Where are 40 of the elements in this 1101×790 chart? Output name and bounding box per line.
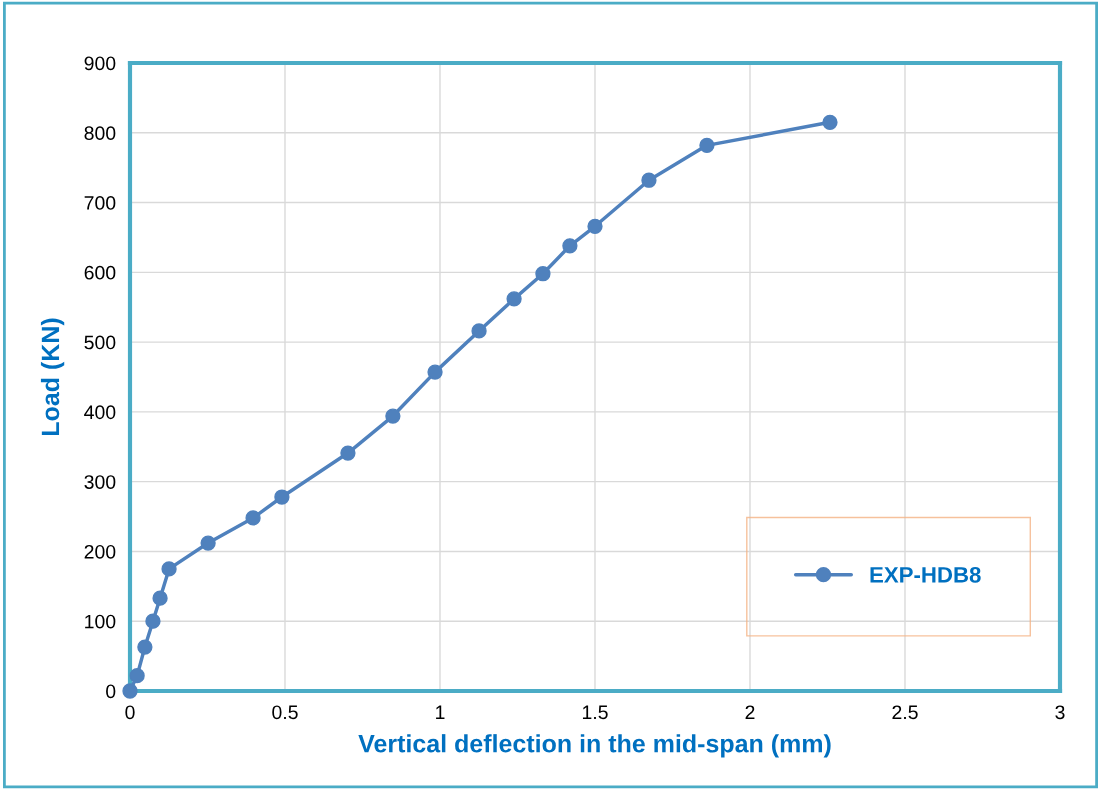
point xyxy=(562,238,578,254)
x-tick-label: 1 xyxy=(436,705,445,719)
point xyxy=(145,613,161,629)
y-tick-label: 900 xyxy=(84,56,116,71)
y-tick-label: 800 xyxy=(84,126,116,141)
point xyxy=(137,639,153,655)
y-tick-label: 400 xyxy=(84,405,116,420)
point xyxy=(340,445,356,461)
point xyxy=(200,535,216,551)
x-tick-label: 0 xyxy=(125,705,135,720)
x-tick-label: 2.5 xyxy=(892,705,918,720)
y-tick-label: 300 xyxy=(84,475,116,489)
point xyxy=(641,172,657,188)
point xyxy=(161,561,177,577)
x-tick-label: 2 xyxy=(745,705,755,719)
x-tick-label: 0.5 xyxy=(272,705,298,720)
point xyxy=(822,114,838,130)
point xyxy=(129,668,145,684)
y-axis-title: Load (KN) xyxy=(40,318,65,436)
x-tick-label: 3 xyxy=(1055,705,1065,720)
point xyxy=(471,323,487,339)
point xyxy=(274,489,290,505)
point xyxy=(385,408,401,424)
x-tick-label: 1.5 xyxy=(582,705,608,720)
x-axis-title: Vertical deflection in the mid-span (mm) xyxy=(358,734,831,758)
y-tick-label: 500 xyxy=(84,335,116,350)
point xyxy=(245,510,261,526)
y-tick-label: 200 xyxy=(84,544,116,559)
y-tick-label: 700 xyxy=(84,196,116,210)
point xyxy=(587,218,603,234)
point xyxy=(535,266,551,282)
point xyxy=(699,137,715,153)
point xyxy=(152,590,168,606)
point xyxy=(427,364,443,380)
y-tick-label: 0 xyxy=(106,684,116,699)
point xyxy=(506,291,522,307)
y-tick-label: 100 xyxy=(85,614,116,629)
legend-label: EXP-HDB8 xyxy=(870,566,981,583)
point xyxy=(122,683,138,699)
y-tick-label: 600 xyxy=(84,265,116,280)
